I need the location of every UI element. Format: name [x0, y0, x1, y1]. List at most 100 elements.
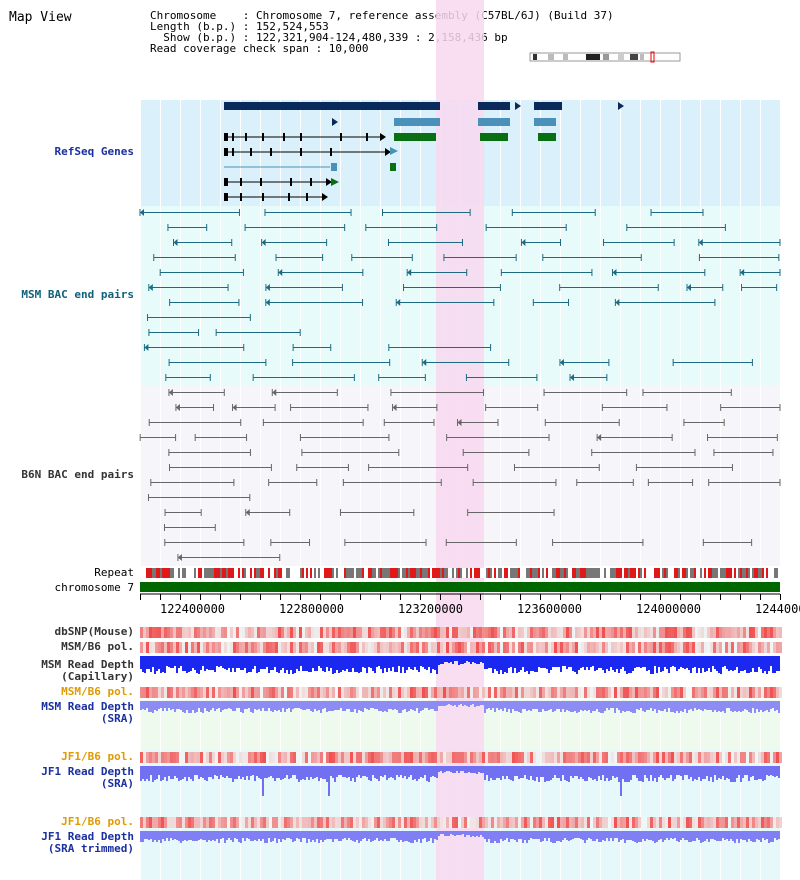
read-depth-bar — [228, 701, 230, 708]
track-label-jf1-depth[interactable]: JF1 Read Depth (SRA) — [41, 765, 134, 790]
read-depth-bar — [720, 701, 722, 712]
track-label-repeat[interactable]: Repeat — [94, 566, 134, 579]
track-label-refseq[interactable]: RefSeq Genes — [54, 145, 134, 158]
polymorphism-cell — [515, 817, 518, 828]
read-depth-bar — [486, 656, 488, 669]
read-depth-bar — [624, 766, 626, 782]
polymorphism-cell — [467, 687, 470, 698]
read-depth-bar — [744, 766, 746, 775]
polymorphism-cell — [302, 817, 305, 828]
polymorphism-cell — [299, 642, 302, 653]
read-depth-bar — [444, 831, 446, 836]
polymorphism-cell — [668, 627, 671, 638]
read-depth-bar — [286, 766, 288, 775]
read-depth-bar — [588, 766, 590, 777]
polymorphism-cell — [677, 642, 680, 653]
polymorphism-cell — [410, 817, 413, 828]
read-depth-bar — [368, 766, 370, 780]
polymorphism-cell — [500, 627, 503, 638]
read-depth-bar — [300, 831, 302, 842]
gene-exon — [262, 133, 264, 141]
polymorphism-cell — [227, 687, 230, 698]
polymorphism-cell — [254, 687, 257, 698]
read-depth-bar — [774, 766, 776, 777]
read-depth-bar — [348, 701, 350, 709]
read-depth-bar — [312, 656, 314, 668]
polymorphism-cell — [236, 817, 239, 828]
track-label-msm-depth-sra[interactable]: MSM Read Depth (SRA) — [41, 700, 134, 725]
read-depth-bar — [364, 831, 366, 838]
repeat-element — [564, 568, 566, 578]
polymorphism-cell — [401, 627, 404, 638]
track-label-b6n-bac[interactable]: B6N BAC end pairs — [21, 468, 134, 481]
read-depth-bar — [258, 831, 260, 839]
read-depth-bar — [154, 766, 156, 780]
track-label-msm-depth-capillary[interactable]: MSM Read Depth (Capillary) — [41, 658, 134, 683]
read-depth-bar — [240, 701, 242, 712]
polymorphism-cell — [575, 627, 578, 638]
track-label-msm-bac[interactable]: MSM BAC end pairs — [21, 288, 134, 301]
polymorphism-cell — [218, 817, 221, 828]
read-depth-bar — [388, 701, 390, 709]
read-depth-bar — [428, 701, 430, 710]
read-depth-bar — [576, 766, 578, 776]
polymorphism-cell — [161, 627, 164, 638]
polymorphism-cell — [272, 642, 275, 653]
read-depth-bar — [364, 656, 366, 668]
read-depth-bar — [524, 766, 526, 775]
repeat-element — [318, 568, 320, 578]
read-depth-bar — [214, 701, 216, 711]
repeat-element — [518, 568, 520, 578]
track-label-chromosome[interactable]: chromosome 7 — [54, 581, 134, 594]
polymorphism-cell — [395, 752, 398, 763]
polymorphism-cell — [239, 687, 242, 698]
track-label-msm-pol-2[interactable]: MSM/B6 pol. — [61, 685, 134, 698]
repeat-element — [328, 568, 330, 578]
read-depth-bar — [262, 831, 264, 839]
read-depth-bar — [236, 766, 238, 779]
read-depth-bar — [204, 831, 206, 840]
read-depth-bar — [342, 766, 344, 777]
read-depth-bar — [700, 656, 702, 673]
polymorphism-cell — [398, 642, 401, 653]
repeat-element — [460, 568, 462, 578]
read-depth-bar — [374, 701, 376, 709]
read-depth-bar — [256, 766, 258, 776]
track-label-msm-pol[interactable]: MSM/B6 pol. — [61, 640, 134, 653]
repeat-element — [234, 568, 236, 578]
read-depth-bar — [208, 701, 210, 712]
polymorphism-cell — [161, 752, 164, 763]
track-label-jf1-pol-2[interactable]: JF1/B6 pol. — [61, 815, 134, 828]
read-depth-bar — [380, 831, 382, 840]
polymorphism-cell — [338, 627, 341, 638]
read-depth-bar — [400, 701, 402, 713]
polymorphism-cell — [776, 752, 779, 763]
read-depth-bar — [502, 831, 504, 841]
polymorphism-cell — [167, 627, 170, 638]
read-depth-bar — [730, 766, 732, 782]
polymorphism-cell — [686, 752, 689, 763]
read-depth-bar — [634, 831, 636, 842]
polymorphism-cell — [491, 627, 494, 638]
read-depth-bar — [358, 766, 360, 775]
track-label-dbsnp[interactable]: dbSNP(Mouse) — [54, 625, 134, 638]
repeat-element — [734, 568, 736, 578]
read-depth-bar — [596, 831, 598, 839]
polymorphism-cell — [776, 687, 779, 698]
polymorphism-cell — [752, 752, 755, 763]
polymorphism-cell — [359, 752, 362, 763]
track-label-jf1-depth-trimmed[interactable]: JF1 Read Depth (SRA trimmed) — [41, 830, 134, 855]
read-depth-bar — [706, 656, 708, 671]
read-depth-bar — [636, 766, 638, 778]
read-depth-bar — [384, 701, 386, 711]
read-depth-bar — [150, 766, 152, 775]
polymorphism-cell — [764, 687, 767, 698]
repeat-element — [298, 568, 300, 578]
track-label-jf1-pol[interactable]: JF1/B6 pol. — [61, 750, 134, 763]
read-depth-bar — [656, 701, 658, 713]
read-depth-bar — [350, 766, 352, 781]
polymorphism-cell — [251, 642, 254, 653]
read-depth-bar — [374, 831, 376, 840]
read-depth-bar — [406, 831, 408, 841]
